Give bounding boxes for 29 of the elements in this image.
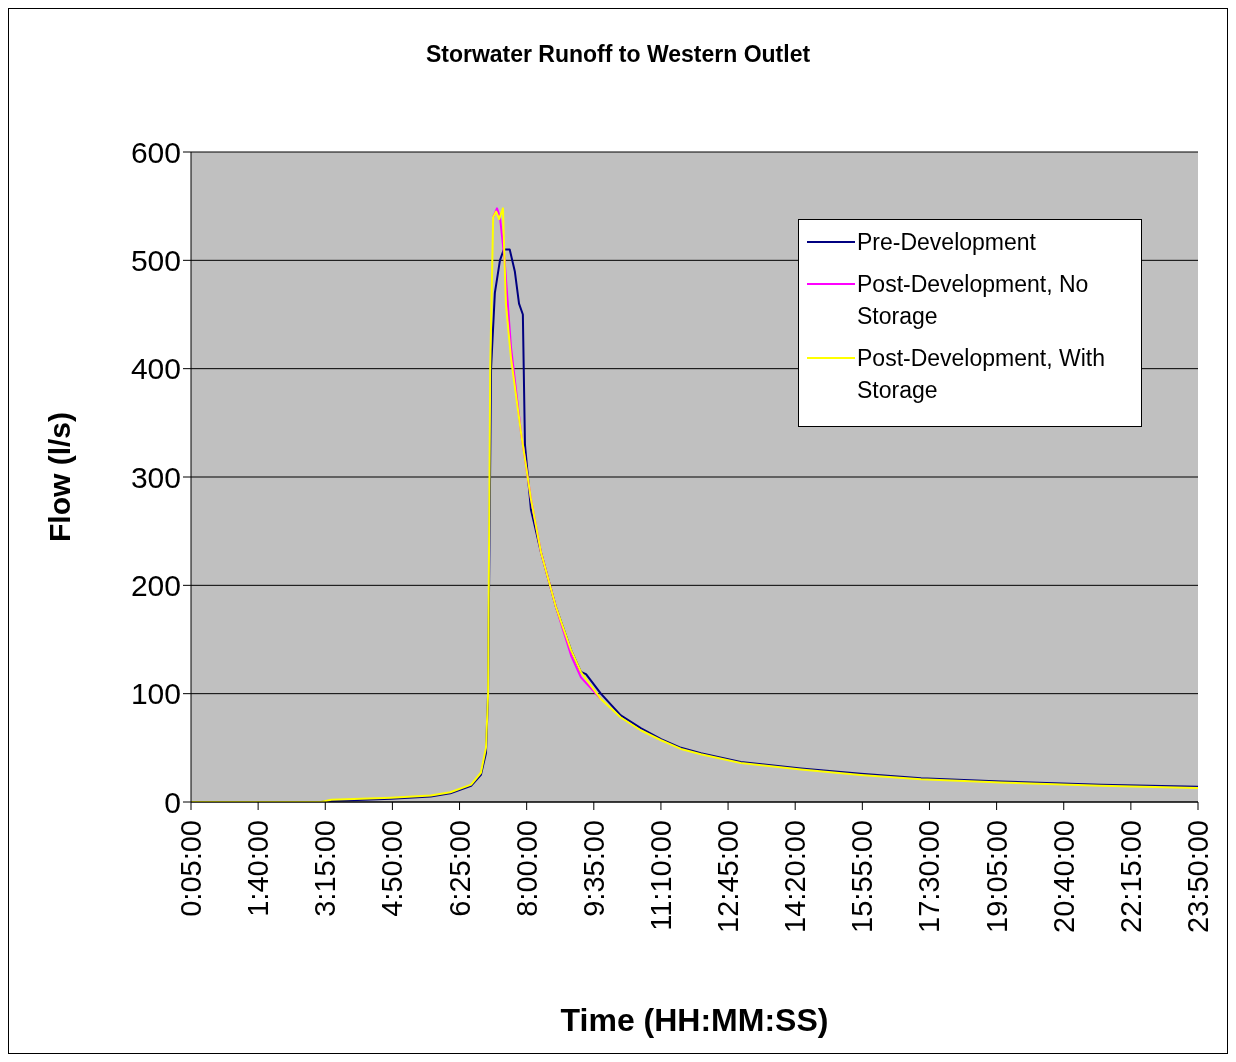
x-tick-label: 4:50:00 xyxy=(376,820,409,917)
x-tick-label: 11:10:00 xyxy=(644,820,677,931)
y-tick-label: 600 xyxy=(130,135,181,169)
x-tick-label: 0:05:00 xyxy=(175,820,207,917)
y-tick-label: 300 xyxy=(130,460,181,494)
x-tick-label: 3:15:00 xyxy=(309,820,342,917)
x-tick-label: 20:40:00 xyxy=(1047,820,1080,933)
x-tick-label: 14:20:00 xyxy=(779,820,812,933)
y-tick-label: 400 xyxy=(130,352,181,386)
y-tick-label: 500 xyxy=(130,243,181,277)
x-tick-label: 23:50:00 xyxy=(1182,820,1214,933)
chart-title: Storwater Runoff to Western Outlet xyxy=(424,41,812,68)
x-tick-label: 22:15:00 xyxy=(1114,820,1147,933)
x-tick-label: 9:35:00 xyxy=(577,820,610,917)
x-tick-label: 6:25:00 xyxy=(443,820,476,917)
y-tick-label: 0 xyxy=(164,785,181,819)
x-tick-label: 15:55:00 xyxy=(846,820,879,933)
y-tick-label: 100 xyxy=(130,677,181,711)
x-tick-label: 19:05:00 xyxy=(980,820,1013,933)
legend-label: Post-Development, With Storage xyxy=(857,344,1106,405)
x-tick-label: 1:40:00 xyxy=(242,820,275,917)
legend-label: Post-Development, No Storage xyxy=(857,270,1090,331)
legend-label: Pre-Development xyxy=(857,228,1036,257)
x-tick-label: 12:45:00 xyxy=(712,820,745,933)
x-axis-title: Time (HH:MM:SS) xyxy=(560,1002,829,1038)
x-tick-label: 17:30:00 xyxy=(913,820,946,933)
y-tick-label: 200 xyxy=(130,568,181,602)
y-axis-title: Flow (l/s) xyxy=(42,412,76,542)
x-tick-label: 8:00:00 xyxy=(510,820,543,917)
